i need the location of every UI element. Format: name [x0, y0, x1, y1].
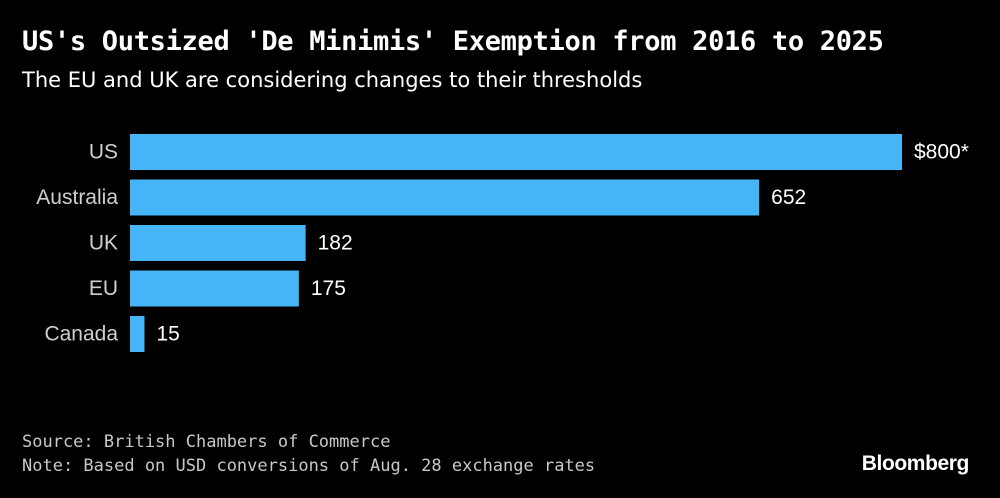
bar-eu	[130, 270, 299, 307]
value-label-canada: 15	[156, 323, 179, 346]
bar-uk	[130, 225, 306, 261]
bar-us	[130, 134, 902, 170]
chart-title: US's Outsized 'De Minimis' Exemption fro…	[22, 26, 884, 57]
category-label-eu: EU	[89, 277, 118, 300]
bar-australia	[130, 179, 760, 216]
value-label-australia: 652	[771, 186, 806, 209]
footnote: Note: Based on USD conversions of Aug. 2…	[22, 456, 596, 476]
value-label-us: $800*	[914, 141, 969, 164]
category-label-australia: Australia	[36, 186, 118, 209]
category-label-us: US	[89, 141, 118, 164]
value-label-eu: 175	[311, 277, 346, 300]
source-note: Source: British Chambers of Commerce	[22, 432, 391, 452]
bar-canada	[130, 316, 145, 352]
category-label-uk: UK	[89, 232, 118, 255]
chart-subtitle: The EU and UK are considering changes to…	[22, 68, 643, 92]
value-label-uk: 182	[318, 232, 353, 255]
category-label-canada: Canada	[44, 323, 118, 346]
bloomberg-logo: Bloomberg	[861, 452, 970, 475]
bar-chart: US $800* Australia 652 UK 182 EU 175 Canada 15	[36, 134, 969, 352]
